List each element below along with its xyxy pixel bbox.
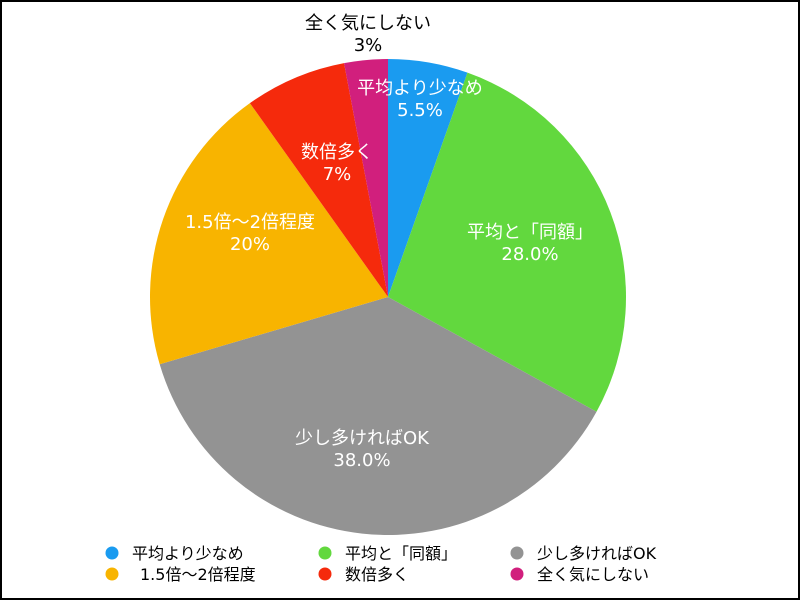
legend-item-6: 全く気にしない bbox=[510, 565, 649, 584]
slice-label-1: 平均より少なめ 5.5% bbox=[357, 78, 483, 121]
legend-swatch-6 bbox=[510, 567, 524, 581]
slice-label-5: 数倍多く 7% bbox=[301, 142, 373, 185]
pie-slice-5 bbox=[249, 63, 388, 297]
slice-label-4: 1.5倍〜2倍程度 20% bbox=[185, 212, 315, 255]
legend-swatch-4 bbox=[105, 567, 119, 581]
pie-slices bbox=[150, 59, 626, 536]
pie-slice-1 bbox=[388, 59, 468, 297]
slice-label-2: 平均と「同額」 28.0% bbox=[467, 222, 593, 265]
legend-label-2: 平均と「同額」 bbox=[345, 544, 457, 563]
legend-item-3: 少し多ければOK bbox=[510, 544, 657, 563]
legend-label-4: 1.5倍〜2倍程度 bbox=[140, 565, 256, 584]
legend-swatch-3 bbox=[510, 546, 524, 560]
legend-item-4: 1.5倍〜2倍程度 bbox=[105, 565, 256, 584]
pie-slice-2 bbox=[388, 72, 626, 412]
legend-item-2: 平均と「同額」 bbox=[318, 544, 457, 563]
legend-label-1: 平均より少なめ bbox=[132, 544, 244, 563]
legend-swatch-2 bbox=[318, 546, 332, 560]
slice-label-6: 全く気にしない 3% bbox=[305, 13, 431, 56]
slice-label-3: 少し多ければOK 38.0% bbox=[295, 428, 430, 471]
legend: 平均より少なめ 平均と「同額」 少し多ければOK 1.5倍〜2倍程度 数倍多く 全く気にし… bbox=[105, 544, 657, 584]
pie-labels: 平均より少なめ 5.5% 平均と「同額」 28.0% 少し多ければOK 38.0% 1.5倍… bbox=[185, 13, 593, 471]
pie-slice-3 bbox=[159, 297, 597, 536]
pie-slice-6 bbox=[344, 59, 388, 297]
legend-item-1: 平均より少なめ bbox=[105, 544, 244, 563]
legend-label-6: 全く気にしない bbox=[537, 565, 649, 584]
legend-label-5: 数倍多く bbox=[345, 565, 409, 584]
legend-item-5: 数倍多く bbox=[318, 565, 409, 584]
legend-swatch-5 bbox=[318, 567, 332, 581]
legend-swatch-1 bbox=[105, 546, 119, 560]
legend-label-3: 少し多ければOK bbox=[537, 544, 657, 563]
pie-slice-4 bbox=[150, 103, 388, 365]
